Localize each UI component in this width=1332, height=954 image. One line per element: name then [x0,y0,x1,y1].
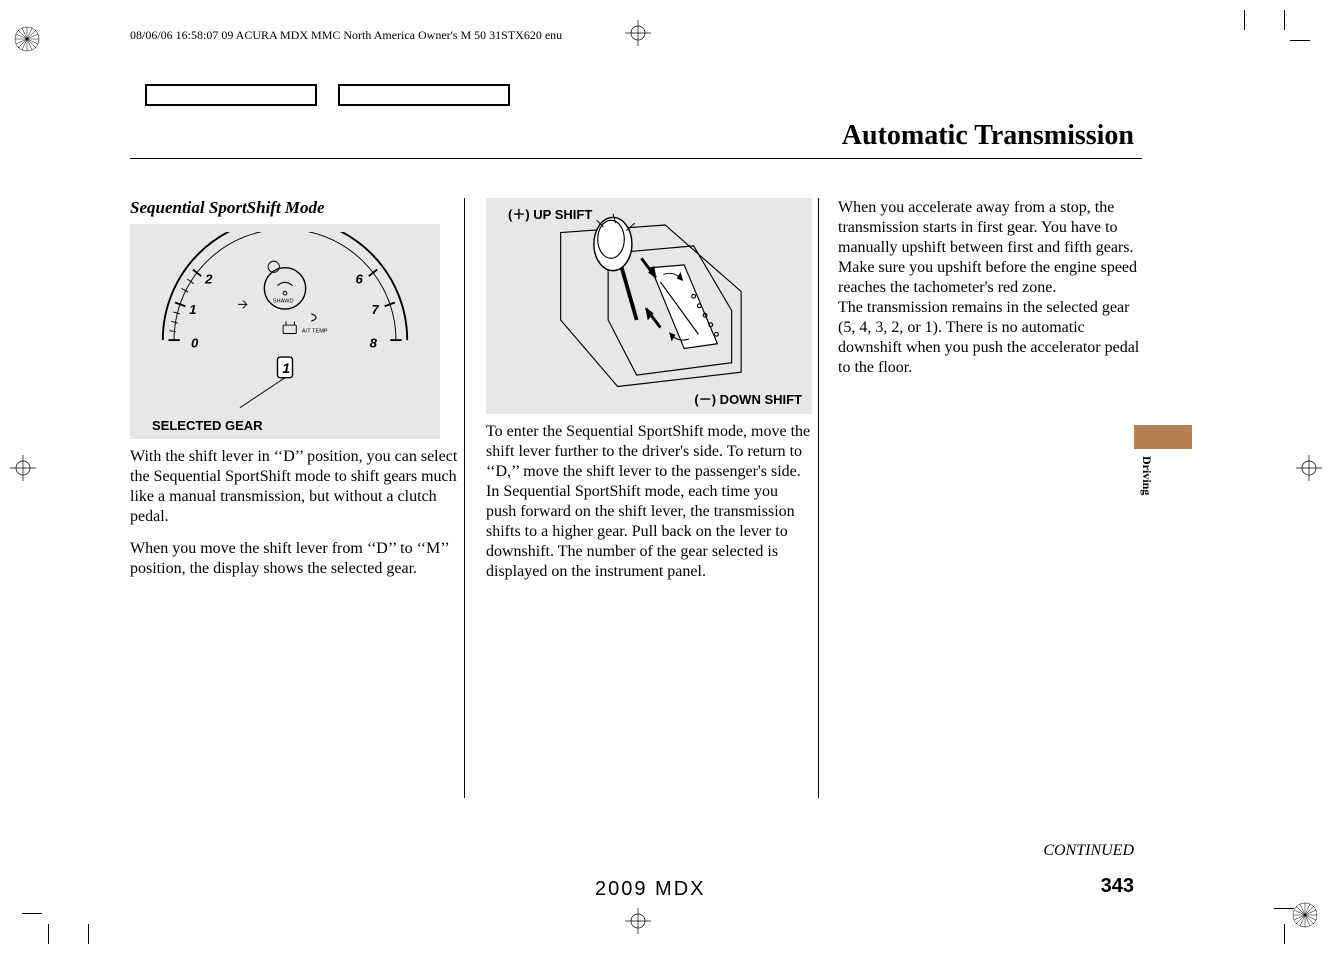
header-box [338,84,510,106]
paragraph: The transmission remains in the selected… [838,298,1140,378]
figure-shift-lever: (＋) UP SHIFT [486,198,812,414]
page-title: Automatic Transmission [842,120,1134,152]
figure-label-selected-gear: SELECTED GEAR [152,418,263,433]
registration-mark-icon [1292,902,1318,928]
svg-text:1: 1 [189,302,196,317]
crosshair-icon [625,908,651,934]
title-rule [130,158,1142,159]
svg-text:1: 1 [282,360,290,376]
figure-label-upshift: (＋) UP SHIFT [508,204,592,223]
body-text-col3: When you accelerate away from a stop, th… [838,198,1140,378]
registration-mark-icon [14,26,40,52]
svg-text:A/T TEMP: A/T TEMP [302,329,328,335]
figure-label-downshift: (－) DOWN SHIFT [694,389,802,408]
paragraph: To enter the Sequential SportShift mode,… [486,422,812,482]
footer-model: 2009 MDX [595,878,706,901]
body-text-col1: With the shift lever in ‘‘D’’ position, … [130,447,460,579]
section-tab [1134,425,1192,449]
svg-text:SHAWD: SHAWD [273,299,294,305]
paragraph: With the shift lever in ‘‘D’’ position, … [130,447,460,527]
header-print-info: 08/06/06 16:58:07 09 ACURA MDX MMC North… [130,28,562,43]
column-divider [818,198,819,798]
svg-text:0: 0 [191,336,199,351]
svg-text:7: 7 [371,302,379,317]
section-heading: Sequential SportShift Mode [130,198,460,218]
header-box [145,84,317,106]
crosshair-icon [1296,455,1322,481]
page-number: 343 [1101,875,1134,898]
column-divider [464,198,465,798]
body-text-col2: To enter the Sequential SportShift mode,… [486,422,812,582]
paragraph: When you accelerate away from a stop, th… [838,198,1140,298]
crosshair-icon [10,455,36,481]
crosshair-icon [625,20,651,46]
svg-text:8: 8 [370,336,378,351]
figure-tachometer: 0 1 2 6 7 8 SHAWD [130,224,440,439]
svg-text:2: 2 [204,272,213,287]
svg-text:6: 6 [356,272,364,287]
continued-label: CONTINUED [1043,842,1134,860]
paragraph: In Sequential SportShift mode, each time… [486,482,812,582]
paragraph: When you move the shift lever from ‘‘D’’… [130,539,460,579]
